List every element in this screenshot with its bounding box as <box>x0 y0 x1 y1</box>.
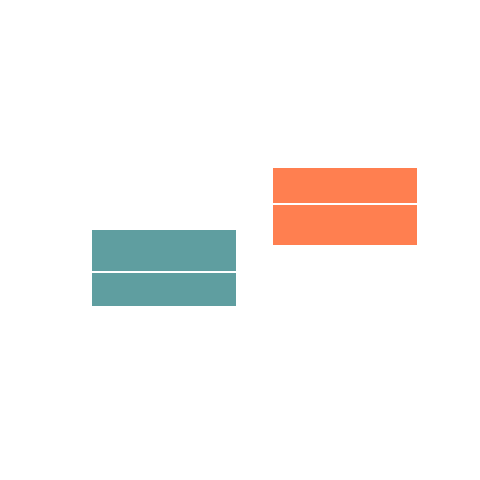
orange-block-top-segment <box>273 168 417 203</box>
orange-block-bottom-segment <box>273 205 417 245</box>
teal-block-top-segment <box>92 230 236 271</box>
orange-block <box>273 168 417 245</box>
teal-block-bottom-segment <box>92 273 236 306</box>
teal-block <box>92 230 236 306</box>
